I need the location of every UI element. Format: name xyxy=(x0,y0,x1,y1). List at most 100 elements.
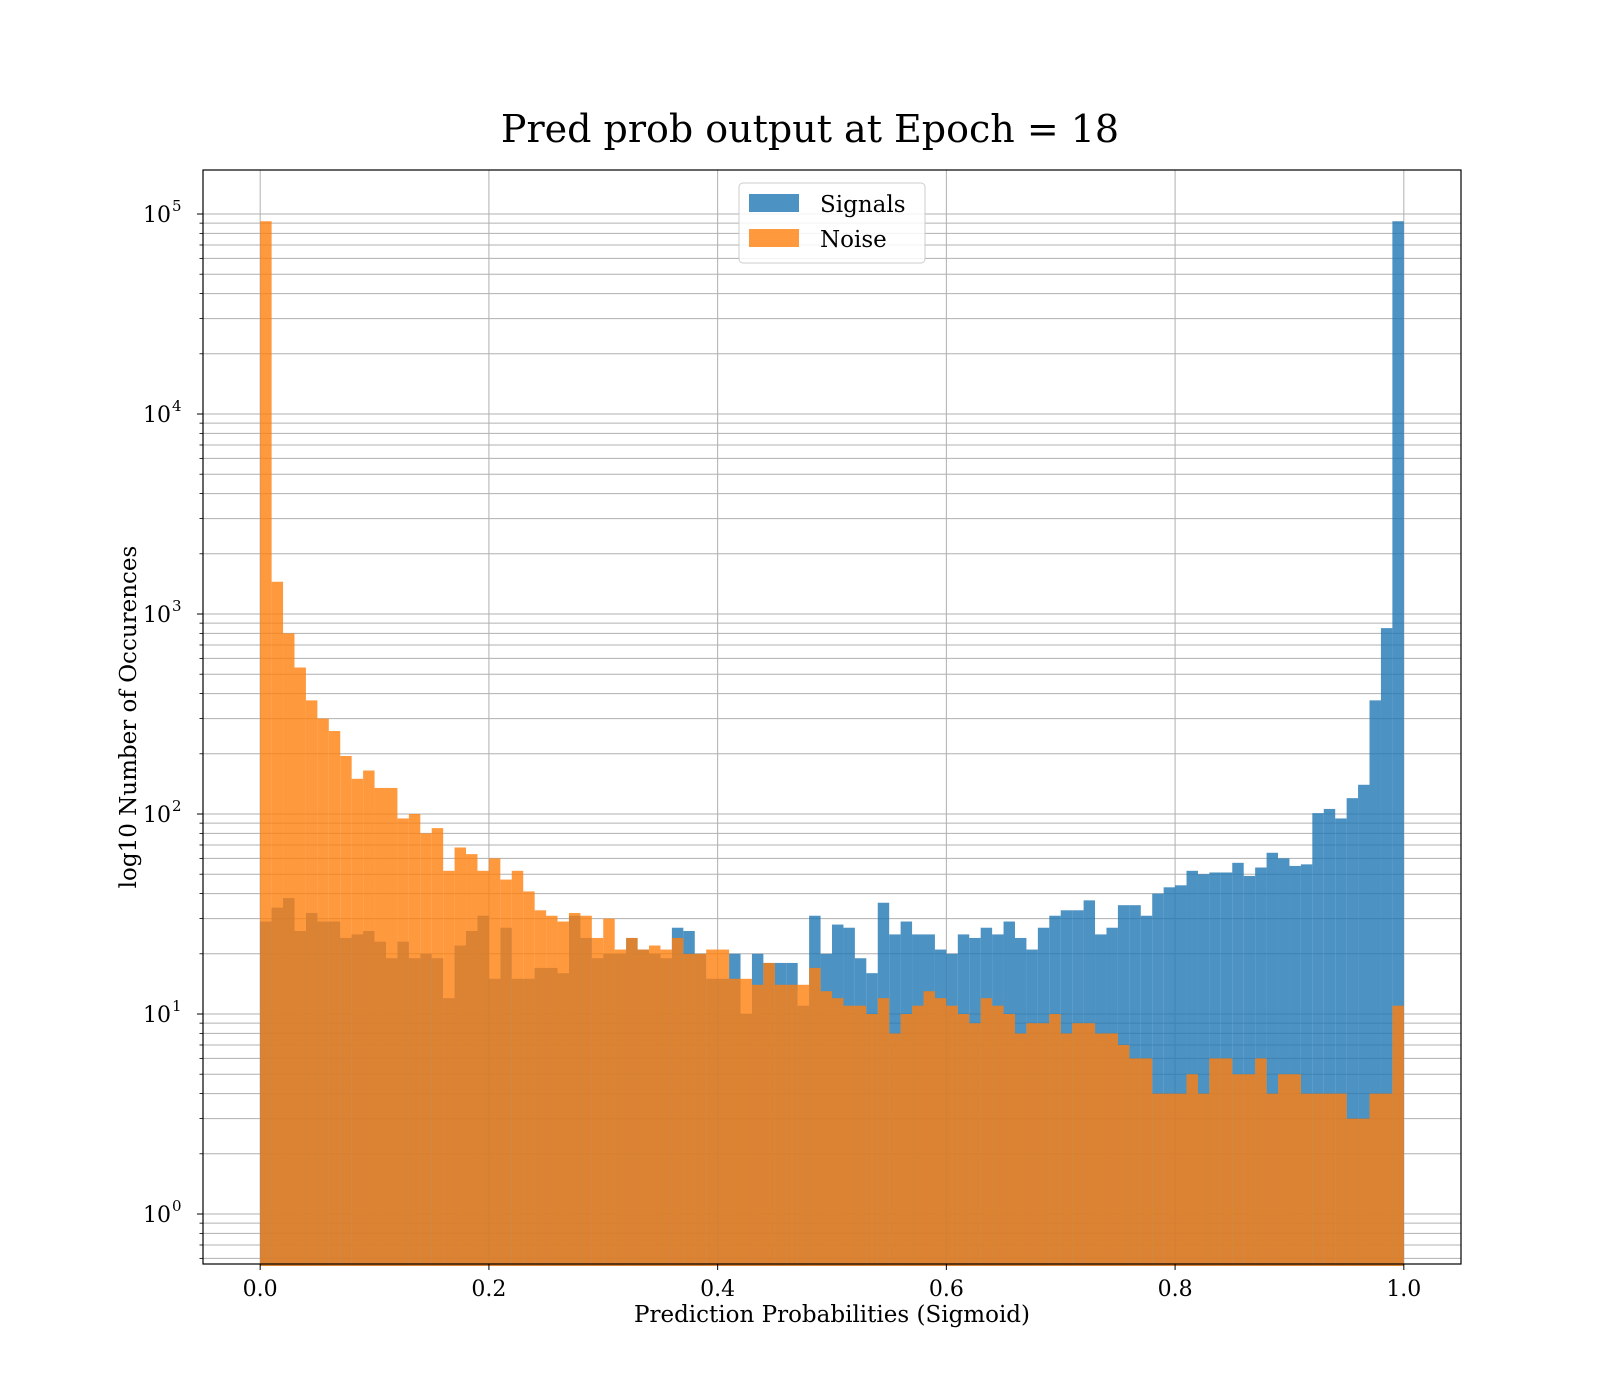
legend-swatch-noise xyxy=(749,229,799,247)
noise-bar xyxy=(900,1014,913,1266)
y-tick-label: 10 xyxy=(143,1003,171,1028)
noise-bar xyxy=(1140,1058,1153,1266)
noise-bar xyxy=(912,1005,924,1266)
noise-bar xyxy=(1003,1014,1015,1266)
noise-bar xyxy=(420,833,432,1266)
noise-bar xyxy=(317,718,329,1266)
chart-title: Pred prob output at Epoch = 18 xyxy=(501,107,1119,151)
y-tick-label: 10 xyxy=(143,803,171,828)
signals-bar xyxy=(1335,818,1347,1266)
noise-bar xyxy=(1289,1074,1301,1266)
noise-bar xyxy=(1358,1118,1370,1266)
noise-bar xyxy=(534,910,547,1266)
noise-bar xyxy=(488,858,501,1266)
noise-bar xyxy=(603,918,615,1266)
noise-bar xyxy=(717,949,730,1266)
noise-bar xyxy=(397,818,409,1266)
noise-bar xyxy=(546,915,558,1266)
signals-bar xyxy=(1163,887,1176,1266)
noise-bar xyxy=(1197,1093,1210,1266)
noise-bar xyxy=(969,1023,981,1266)
noise-bar xyxy=(500,879,512,1266)
noise-bar xyxy=(671,937,684,1266)
noise-bar xyxy=(1072,1023,1084,1266)
noise-bar xyxy=(774,984,787,1266)
noise-bar xyxy=(1095,1033,1107,1266)
noise-bar xyxy=(511,870,524,1266)
noise-bar xyxy=(443,870,455,1266)
y-tick-exponent: 0 xyxy=(172,1197,182,1215)
noise-bar xyxy=(729,978,741,1266)
y-tick-exponent: 5 xyxy=(172,197,182,215)
signals-bar xyxy=(1312,813,1324,1266)
signals-bar xyxy=(1380,628,1393,1266)
noise-bar xyxy=(820,991,832,1266)
signals-bar xyxy=(1232,862,1244,1266)
signals-bar xyxy=(1323,808,1336,1266)
noise-bar xyxy=(1300,1093,1313,1266)
noise-bar xyxy=(992,1005,1004,1266)
noise-bar xyxy=(1037,1023,1050,1266)
noise-bar xyxy=(305,700,318,1266)
noise-bar xyxy=(294,667,306,1266)
signals-bar xyxy=(1358,784,1370,1266)
noise-bar xyxy=(523,891,535,1266)
y-tick-label: 10 xyxy=(143,603,171,628)
noise-bar xyxy=(889,1033,901,1266)
noise-bar xyxy=(877,998,890,1266)
noise-bar xyxy=(614,949,627,1266)
y-tick-label: 10 xyxy=(143,403,171,428)
x-axis-label: Prediction Probabilities (Sigmoid) xyxy=(634,1302,1030,1328)
signals-bar xyxy=(1197,874,1210,1266)
noise-bar xyxy=(740,978,752,1266)
noise-bar xyxy=(934,998,947,1266)
x-tick-label: 0.8 xyxy=(1158,1277,1193,1302)
noise-bar xyxy=(283,633,295,1266)
noise-series xyxy=(260,221,1404,1266)
noise-bar xyxy=(832,998,844,1266)
noise-bar xyxy=(1266,1093,1279,1266)
noise-bar xyxy=(340,755,352,1266)
noise-bar xyxy=(1335,1093,1347,1266)
noise-bar xyxy=(557,921,569,1266)
signals-bar xyxy=(1175,885,1187,1266)
noise-bar xyxy=(843,1005,855,1266)
noise-bar xyxy=(1209,1058,1221,1266)
noise-bar xyxy=(271,581,284,1266)
x-tick-label: 0.4 xyxy=(700,1277,735,1302)
noise-bar xyxy=(866,1014,878,1266)
noise-bar xyxy=(1278,1074,1290,1266)
noise-bar xyxy=(580,915,592,1266)
legend-swatch-signals xyxy=(749,194,799,212)
legend-label-signals: Signals xyxy=(820,192,906,218)
signals-bar xyxy=(1152,893,1164,1266)
noise-bar xyxy=(1014,1033,1027,1266)
noise-bar xyxy=(1106,1033,1118,1266)
signals-bar xyxy=(1186,870,1198,1266)
noise-bar xyxy=(454,847,467,1266)
noise-bar xyxy=(408,814,421,1266)
noise-bar xyxy=(1243,1074,1256,1266)
signals-bar xyxy=(1392,221,1404,1266)
x-tick-label: 1.0 xyxy=(1386,1277,1421,1302)
noise-bar xyxy=(637,949,650,1266)
noise-bar xyxy=(923,991,935,1266)
legend-label-noise: Noise xyxy=(820,227,887,253)
noise-bar xyxy=(626,937,638,1266)
x-tick-label: 0.0 xyxy=(243,1277,278,1302)
noise-bar xyxy=(683,953,695,1266)
noise-bar xyxy=(591,937,604,1266)
noise-bar xyxy=(1129,1058,1141,1266)
signals-bar xyxy=(1289,865,1301,1266)
noise-bar xyxy=(1175,1093,1187,1266)
noise-bar xyxy=(1369,1093,1381,1266)
plot-frame xyxy=(202,169,1462,1265)
noise-bar xyxy=(786,984,798,1266)
noise-bar xyxy=(1255,1058,1267,1266)
noise-bar xyxy=(260,221,272,1266)
y-tick-exponent: 1 xyxy=(172,997,182,1015)
y-tick-label: 10 xyxy=(143,1203,171,1228)
noise-bar xyxy=(1152,1093,1164,1266)
noise-bar xyxy=(854,1005,867,1266)
